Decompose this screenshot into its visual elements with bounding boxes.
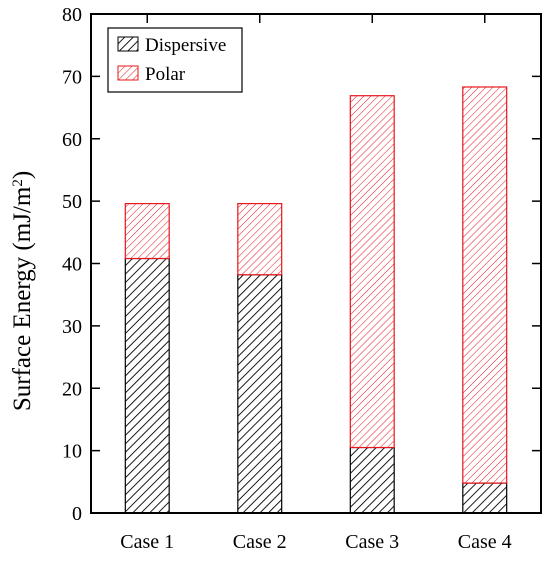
x-tick-label: Case 1: [120, 531, 174, 553]
svg-text:Surface Energy (mJ/m2): Surface Energy (mJ/m2): [9, 171, 36, 411]
bar-polar: [237, 203, 283, 276]
plot-area-frame: [90, 13, 542, 514]
y-axis-title-superscript: 2: [10, 179, 26, 187]
bar-polar: [349, 95, 395, 449]
y-tick-label: 0: [72, 503, 82, 525]
legend: Dispersive Polar: [107, 27, 243, 93]
bar-polar: [462, 86, 508, 484]
y-tick-label: 80: [62, 4, 82, 26]
y-tick-label: 60: [62, 129, 82, 151]
legend-swatch-dispersive: [117, 36, 139, 52]
y-tick-label: 70: [62, 66, 82, 88]
bars-layer: [124, 86, 508, 514]
y-tick-label: 50: [62, 191, 82, 213]
y-tick-label: 30: [62, 316, 82, 338]
bar-dispersive: [462, 482, 508, 514]
bar-dispersive: [349, 446, 395, 514]
x-tick-label: Case 4: [458, 531, 512, 553]
x-tick-label: Case 2: [233, 531, 287, 553]
y-tick-label: 40: [62, 254, 82, 276]
y-axis-title-main: Surface Energy (mJ/m: [9, 186, 36, 411]
y-axis-title: Surface Energy (mJ/m2): [9, 171, 36, 411]
bar-dispersive: [237, 274, 283, 514]
x-tick-label: Case 3: [345, 531, 399, 553]
legend-label-polar: Polar: [145, 64, 186, 85]
legend-swatch-polar: [117, 65, 139, 81]
y-tick-label: 10: [62, 441, 82, 463]
legend-label-dispersive: Dispersive: [145, 35, 226, 56]
bar-dispersive: [124, 257, 170, 514]
y-axis-title-close: ): [9, 171, 36, 179]
y-tick-label: 20: [62, 378, 82, 400]
axis-ticks: 0 10 20 30 40 50 60 70 80 Case 1 Case 2 Case 3 Case …: [62, 4, 541, 553]
bar-polar: [124, 203, 170, 260]
